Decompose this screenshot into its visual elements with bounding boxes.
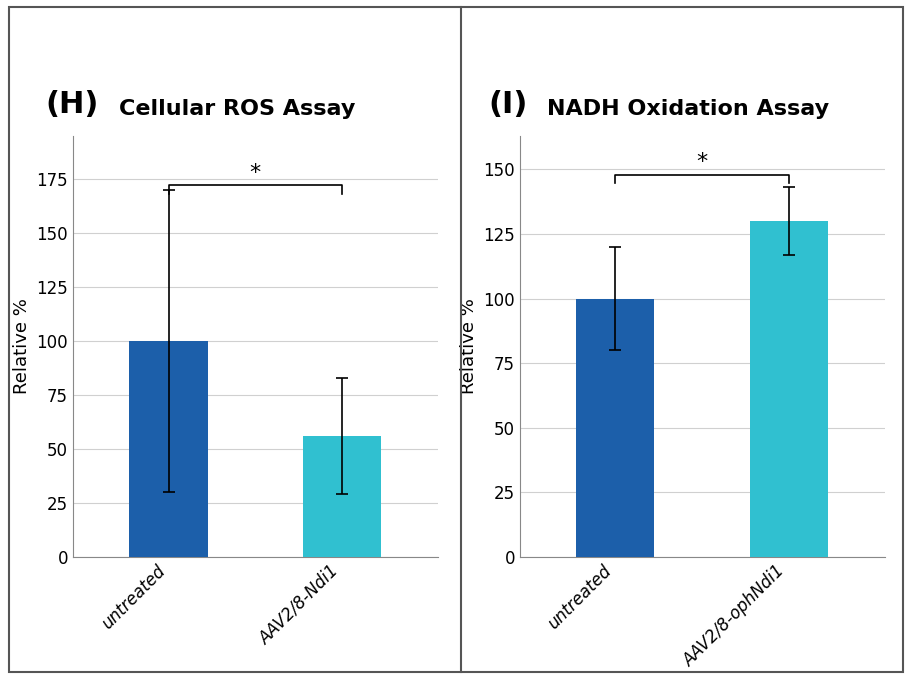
Text: Cellular ROS Assay: Cellular ROS Assay: [118, 99, 354, 119]
Text: *: *: [250, 163, 261, 183]
Bar: [302, 436, 381, 557]
Text: (H): (H): [46, 90, 99, 119]
Text: (I): (I): [487, 90, 527, 119]
Text: NADH Oxidation Assay: NADH Oxidation Assay: [547, 99, 828, 119]
Bar: [576, 299, 654, 557]
Bar: [749, 221, 827, 557]
Bar: [129, 341, 208, 557]
Y-axis label: Relative %: Relative %: [459, 298, 477, 394]
Y-axis label: Relative %: Relative %: [13, 298, 31, 394]
Text: *: *: [696, 152, 707, 172]
